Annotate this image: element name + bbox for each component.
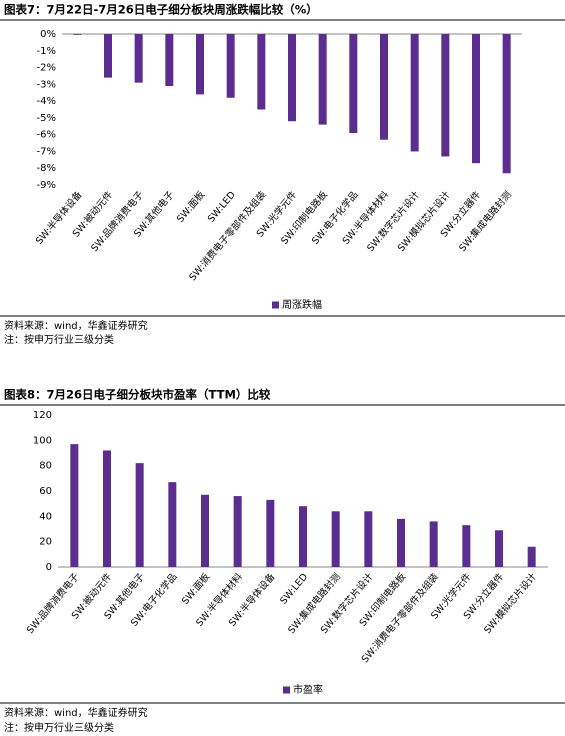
y-tick-label: 40	[39, 511, 52, 522]
bar	[318, 34, 327, 125]
x-tick-label: SW:模拟芯片设计	[395, 188, 453, 254]
y-tick-label: 100	[33, 435, 52, 446]
x-tick-label: SW:数字芯片设计	[364, 188, 422, 254]
y-tick-label: -4%	[37, 96, 56, 107]
y-tick-label: 20	[39, 537, 52, 548]
bar	[135, 463, 144, 567]
y-tick-label: -5%	[37, 113, 56, 124]
bar	[266, 499, 275, 567]
legend-label: 市盈率	[293, 683, 323, 696]
figure-title: 图表8：7月26日电子细分板块市盈率（TTM）比较	[4, 388, 271, 402]
y-tick-label: 0%	[40, 29, 56, 40]
bar	[429, 521, 438, 567]
bar	[73, 34, 82, 35]
y-tick-label: -7%	[37, 146, 56, 157]
bar	[70, 444, 79, 567]
bar	[299, 506, 307, 567]
bar	[502, 34, 511, 174]
y-tick-label: -8%	[37, 163, 56, 174]
bar	[331, 511, 340, 567]
bar	[288, 34, 296, 122]
bar	[410, 34, 419, 152]
y-tick-label: -1%	[37, 46, 56, 57]
x-tick-label: SW:LED	[278, 571, 310, 606]
y-tick-label: 80	[39, 461, 52, 472]
bar	[233, 496, 242, 567]
bar	[168, 482, 177, 567]
bar	[441, 34, 450, 157]
bar	[201, 494, 209, 567]
bar	[257, 34, 266, 110]
bar	[226, 34, 235, 98]
bar	[472, 34, 480, 164]
bar	[196, 34, 204, 95]
bar	[527, 546, 536, 567]
x-tick-label: SW:面板	[179, 570, 212, 606]
bar	[364, 511, 373, 567]
bar	[495, 530, 503, 567]
legend-swatch	[283, 686, 290, 694]
y-tick-label: -3%	[37, 79, 56, 90]
bar	[104, 34, 112, 78]
bar	[349, 34, 358, 133]
x-tick-label: SW:LED	[206, 189, 238, 224]
legend-label: 周涨跌幅	[282, 298, 322, 311]
legend-swatch	[272, 301, 279, 309]
y-tick-label: 120	[33, 410, 52, 421]
y-tick-label: 0	[46, 562, 52, 573]
figure-title: 图表7：7月22日-7月26日电子细分板块周涨跌幅比较（%）	[4, 3, 318, 17]
x-tick-label: SW:集成电路封测	[456, 189, 513, 254]
y-tick-label: -2%	[37, 63, 56, 74]
source: 资料来源：wind，华鑫证券研究	[4, 319, 148, 332]
x-tick-label: SW:面板	[174, 188, 207, 224]
note: 注：按申万行业三级分类	[4, 721, 114, 734]
y-tick-label: 60	[39, 486, 52, 497]
bar	[165, 34, 174, 87]
x-tick-label: SW:品牌消费电子	[24, 570, 82, 636]
note: 注：按申万行业三级分类	[4, 333, 114, 346]
bar	[134, 34, 143, 83]
y-tick-label: -6%	[37, 130, 56, 141]
bar	[103, 450, 111, 567]
bar	[397, 518, 405, 567]
bar	[462, 525, 471, 567]
x-tick-label: SW:品牌消费电子	[88, 188, 146, 254]
y-tick-label: -9%	[37, 180, 56, 191]
source: 资料来源：wind，华鑫证券研究	[4, 706, 148, 719]
bar	[380, 34, 388, 140]
